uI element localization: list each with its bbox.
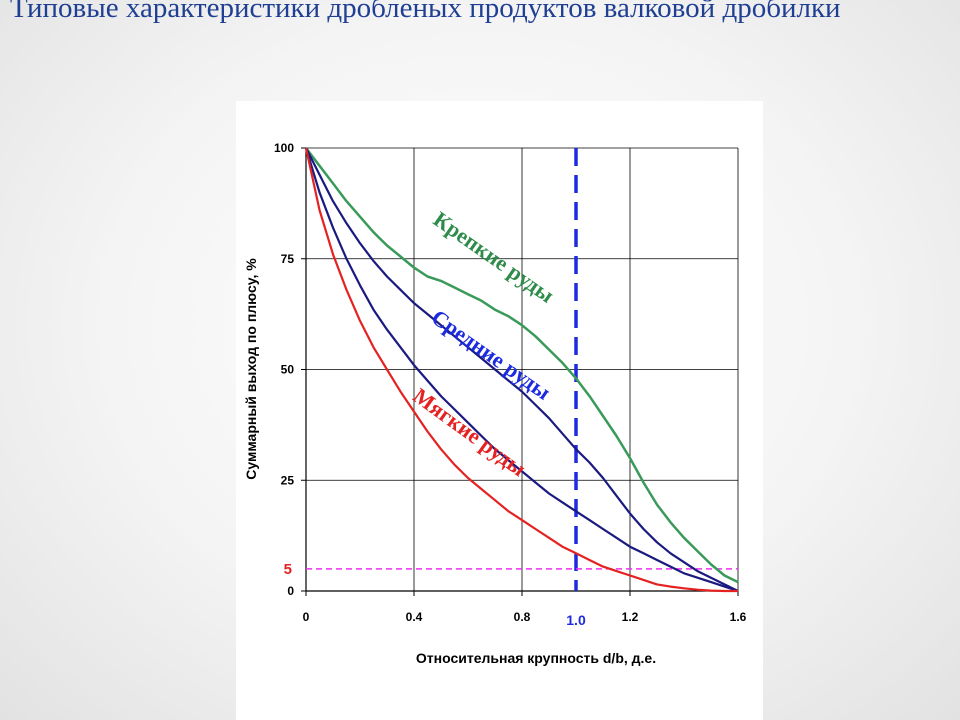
y-tick-label: 0 [287, 584, 294, 598]
x-tick-label: 0 [303, 610, 310, 624]
reference-label-5: 5 [284, 561, 292, 578]
series-line-unlabeled [305, 147, 739, 592]
series-line-1 [305, 147, 739, 584]
y-tick-label: 75 [281, 252, 295, 266]
tick-labels: 0 25 50 75 100 0 0.4 0.8 1.2 1.6 [274, 141, 747, 624]
series-line-3 [304, 147, 739, 593]
y-tick-label: 100 [274, 141, 294, 155]
y-tick-label: 25 [281, 473, 295, 487]
x-axis-label: Относительная крупность d/b, д.е. [416, 650, 656, 666]
x-tick-label: 0.4 [406, 610, 423, 624]
annotations: 1.05 [284, 148, 738, 628]
y-axis-label: Суммарный выход по плюсу, % [243, 258, 259, 480]
reference-label-1-0: 1.0 [566, 612, 586, 628]
x-tick-label: 1.6 [730, 610, 747, 624]
x-tick-label: 1.2 [622, 610, 639, 624]
series-line-4 [304, 147, 738, 593]
axes [301, 147, 739, 596]
chart-panel: 0 25 50 75 100 0 0.4 0.8 1.2 1.6 1.0 5 Крепкие руд… [236, 101, 763, 720]
series-group [304, 147, 739, 593]
x-tick-label: 0.8 [514, 610, 531, 624]
y-tick-label: 50 [281, 363, 295, 377]
grid [306, 147, 739, 591]
slide-title: Типовые характеристики дробленых продукт… [10, 0, 841, 24]
